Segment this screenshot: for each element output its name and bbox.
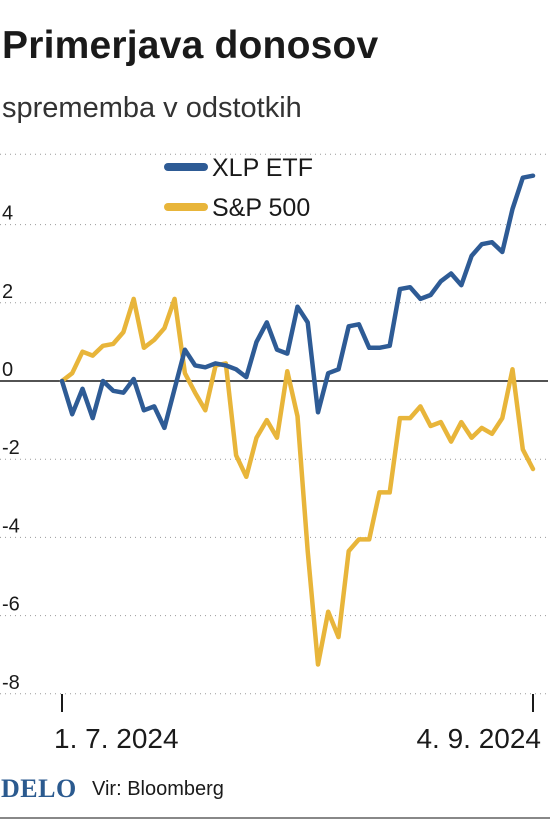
legend-label-sp500: S&P 500	[212, 194, 310, 222]
series-line-xlp	[59, 173, 536, 431]
series-lines	[59, 173, 536, 667]
x-axis-label-start: 1. 7. 2024	[54, 723, 179, 754]
chart-title: Primerjava donosov	[2, 24, 379, 67]
y-tick-labels: 4 2 0 -2 -4 -6 -8	[2, 203, 20, 694]
y-tick-label: 0	[2, 359, 13, 381]
legend-label-xlp: XLP ETF	[212, 154, 313, 182]
y-tick-label: -2	[2, 437, 20, 459]
delo-logo: DELO	[1, 774, 77, 803]
bottom-rule	[0, 817, 550, 819]
y-tick-label: 4	[2, 203, 13, 225]
y-tick-label: -8	[2, 672, 20, 694]
x-axis-label-end: 4. 9. 2024	[416, 723, 541, 754]
y-tick-label: -6	[2, 594, 20, 616]
source-note: Vir: Bloomberg	[92, 778, 224, 800]
x-axis: 1. 7. 2024 4. 9. 2024	[54, 694, 541, 754]
y-tick-label: 2	[2, 281, 13, 303]
y-tick-label: -4	[2, 515, 20, 537]
series-line-sp500	[59, 296, 536, 667]
legend: XLP ETF S&P 500	[164, 154, 313, 222]
chart-subtitle: sprememba v odstotkih	[2, 92, 302, 124]
grid-lines	[0, 153, 548, 695]
